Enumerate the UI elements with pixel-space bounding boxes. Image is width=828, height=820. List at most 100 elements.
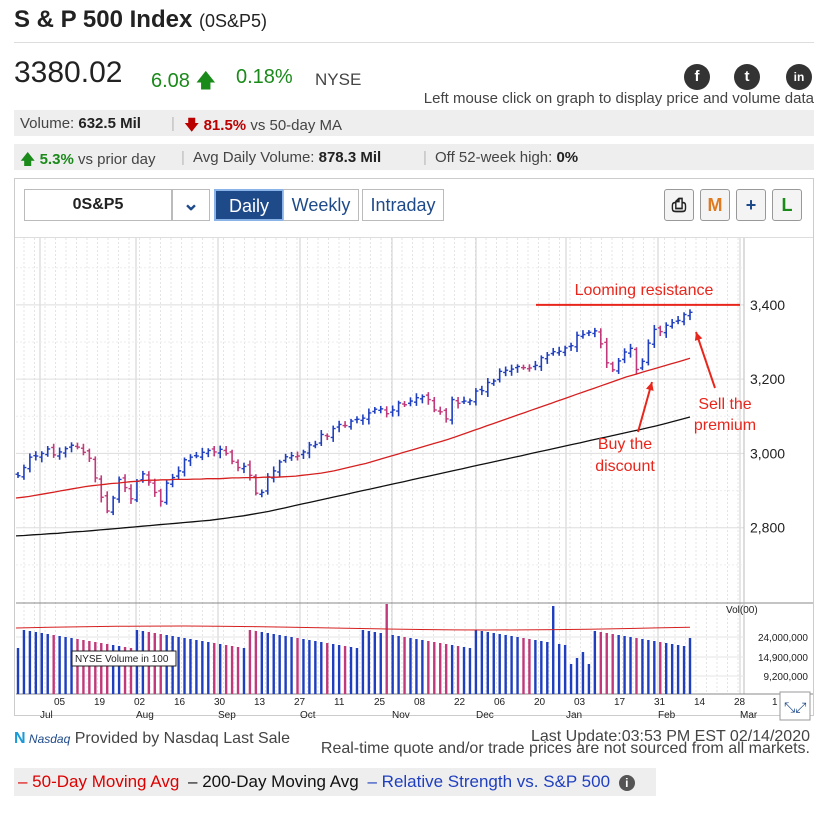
tab-intraday[interactable]: Intraday: [362, 189, 444, 221]
volume-bar: [557, 644, 561, 694]
x-month-label: Nov: [392, 710, 410, 721]
volume-bar: [117, 646, 121, 694]
volume-bar: [670, 644, 674, 694]
volume-bar: [58, 636, 61, 694]
x-tick-label: 27: [294, 697, 306, 708]
arrow-sell-head: [694, 332, 703, 341]
volume-bar: [403, 637, 406, 694]
volume-bar: [427, 641, 430, 694]
volume-bar: [236, 647, 240, 694]
symbol-input[interactable]: 0S&P5: [24, 189, 172, 221]
volume-bar: [82, 640, 85, 694]
volume-bar: [421, 640, 424, 694]
volume-bar: [22, 630, 26, 694]
volume-bar: [599, 632, 602, 694]
volume-bar: [617, 635, 620, 694]
volume-bar: [581, 652, 585, 694]
linkedin-icon[interactable]: in: [786, 64, 812, 90]
expand-icon: [779, 691, 811, 721]
annotation-sell: Sell the: [698, 396, 751, 413]
up-arrow-icon: 🡅: [20, 151, 36, 168]
divider: [14, 42, 814, 43]
volume-bar: [177, 637, 180, 694]
volume-bar: [498, 634, 501, 694]
legend-ma50[interactable]: – 50-Day Moving Avg: [18, 772, 180, 791]
expand-icon: ⤡⤢: [784, 700, 806, 716]
volume-bar: [546, 642, 549, 694]
volume-bar: [504, 635, 507, 694]
x-tick-label: 11: [334, 697, 345, 708]
legend-ma200[interactable]: – 200-Day Moving Avg: [188, 772, 359, 791]
volume-bar: [516, 637, 519, 694]
volume-bar: [129, 648, 133, 694]
volume-bar: [682, 646, 686, 694]
chart-legend: – 50-Day Moving Avg – 200-Day Moving Avg…: [14, 768, 656, 796]
arrow-buy-head: [646, 382, 654, 391]
price-change: 6.08 🡅: [151, 70, 217, 92]
volume-bar: [391, 635, 394, 694]
ma200-line: [15, 416, 691, 537]
x-tick-label: 20: [534, 697, 546, 708]
x-month-label: Oct: [300, 710, 316, 721]
volume-bar: [361, 630, 365, 694]
volume-note-box: [71, 650, 177, 667]
volume-bar: [569, 664, 573, 694]
x-tick-label: 31: [654, 697, 666, 708]
annotation-buy: Buy the: [598, 436, 652, 453]
x-tick-label: 30: [214, 697, 226, 708]
volume-bar: [224, 645, 228, 694]
markup-icon[interactable]: M: [700, 189, 730, 221]
volume-bar: [444, 644, 448, 694]
x-month-label: Mar: [740, 710, 758, 721]
info-icon[interactable]: i: [618, 774, 635, 791]
twitter-icon[interactable]: t: [734, 64, 760, 90]
volume-bar: [480, 631, 484, 694]
x-tick-label: 14: [694, 697, 706, 708]
volume-bar: [647, 640, 650, 694]
annotation-sell: premium: [694, 417, 756, 434]
volume-bar: [415, 639, 418, 694]
facebook-icon[interactable]: f: [684, 64, 710, 90]
daily-stats-bar: 🡅 5.3% vs prior day | Avg Daily Volume: …: [14, 144, 814, 170]
x-tick-label: 03: [574, 697, 586, 708]
disclaimer: Real-time quote and/or trade prices are …: [320, 740, 810, 757]
volume-tick-label: 24,000,000: [758, 633, 808, 644]
y-tick-label: 2,800: [750, 520, 785, 536]
line-icon[interactable]: L: [772, 189, 802, 221]
tab-daily[interactable]: Daily: [214, 189, 284, 221]
volume-bar: [676, 645, 680, 694]
volume-bar: [474, 630, 478, 694]
volume-bar: [46, 634, 49, 694]
volume-bar: [266, 633, 269, 694]
add-icon[interactable]: +: [736, 189, 766, 221]
chevron-down-icon[interactable]: ⌄: [172, 189, 210, 221]
volume-bar: [111, 645, 115, 694]
print-icon[interactable]: ⎙: [664, 189, 694, 221]
y-tick-label: 3,400: [750, 297, 785, 313]
arrow-sell: [695, 331, 716, 389]
volume-bar: [189, 639, 192, 694]
volume-bar: [575, 658, 579, 694]
tab-weekly[interactable]: Weekly: [283, 189, 359, 221]
volume-bar: [28, 631, 32, 694]
volume-bar: [665, 643, 668, 694]
x-tick-label: 06: [494, 697, 506, 708]
volume-bar: [367, 631, 371, 694]
volume-bar: [213, 643, 216, 694]
volume-bar: [486, 632, 490, 694]
up-arrow-icon: 🡅: [195, 70, 217, 92]
volume-bar: [629, 637, 632, 694]
volume-bar: [272, 634, 275, 694]
volume-bar: [230, 646, 234, 694]
volume-bar: [587, 664, 591, 694]
legend-rs[interactable]: – Relative Strength vs. S&P 500: [367, 772, 611, 791]
x-tick-label: 05: [54, 697, 66, 708]
volume-bar: [278, 635, 281, 694]
volume-bar: [540, 641, 543, 694]
volume-tick-label: 14,900,000: [758, 653, 808, 664]
volume-tick-label: 9,200,000: [764, 672, 809, 683]
x-tick-label: 08: [414, 697, 426, 708]
x-tick-label: 25: [374, 697, 386, 708]
y-tick-label: 3,000: [750, 445, 785, 461]
